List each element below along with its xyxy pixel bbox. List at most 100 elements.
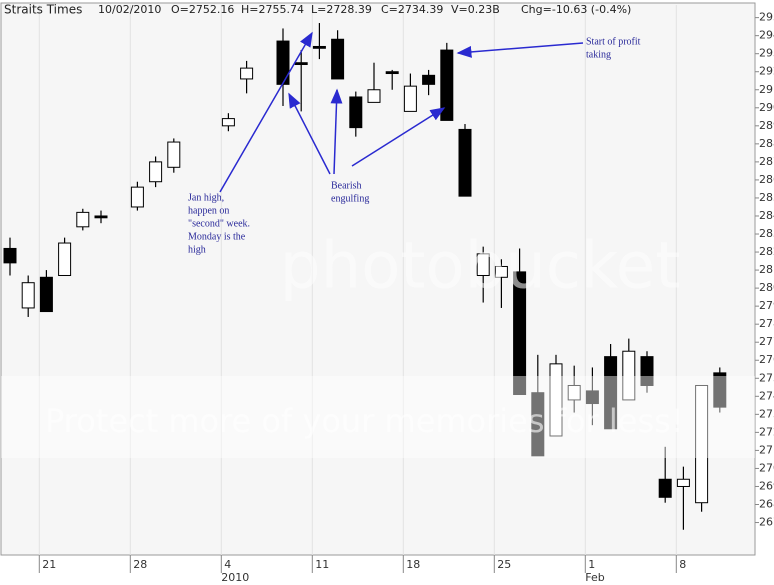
candle-body	[695, 384, 709, 504]
candle-body	[331, 38, 345, 80]
candle-body	[149, 161, 163, 183]
candle-body	[713, 372, 727, 408]
header-title: Straits Times	[4, 3, 82, 17]
y-tick-label: 2790	[759, 299, 774, 312]
y-tick-label: 2770	[759, 335, 774, 348]
header-volume: V=0.23B	[451, 3, 500, 16]
candle-body	[458, 128, 472, 197]
watermark: Protect more of your memories for less!	[45, 402, 684, 440]
y-tick-label: 2810	[759, 263, 774, 276]
y-tick-label: 2750	[759, 371, 774, 384]
header-high: H=2755.74	[241, 3, 304, 16]
arrows	[219, 31, 584, 193]
x-tick-label: 25	[497, 558, 511, 571]
x-tick-label: 21	[42, 558, 56, 571]
arrow	[351, 107, 446, 167]
annotation: happen on	[188, 205, 229, 216]
candle-body	[531, 392, 545, 457]
y-tick-label: 2890	[759, 119, 774, 132]
candle-body	[640, 356, 654, 386]
y-tick-label: 2850	[759, 191, 774, 204]
candle-body	[513, 271, 527, 396]
y-tick-label: 2670	[759, 516, 774, 529]
candle-body	[403, 85, 417, 112]
candle-body	[3, 247, 17, 264]
y-tick-label: 2720	[759, 425, 774, 438]
y-tick-label: 2950	[759, 11, 774, 24]
candle-body	[21, 282, 35, 309]
candle-body	[622, 350, 636, 401]
y-tick-label: 2730	[759, 407, 774, 420]
annotation: engulfing	[331, 193, 369, 204]
arrow	[330, 88, 343, 175]
watermark: photobucket	[280, 230, 680, 304]
candle-body	[94, 215, 108, 219]
x-tick-label: 8	[679, 558, 686, 571]
candles	[3, 23, 727, 530]
candle-body	[585, 390, 599, 405]
x-sublabel: Feb	[585, 571, 604, 584]
y-tick-label: 2760	[759, 353, 774, 366]
candle-body	[276, 40, 290, 85]
annotations: Start of profit taking Bearish engulfing Jan…	[188, 36, 641, 255]
y-tick-label: 2830	[759, 227, 774, 240]
x-tick-label: 1	[588, 558, 595, 571]
candle-body	[422, 74, 436, 85]
watermark-band	[1, 376, 755, 458]
annotation: Jan high,	[188, 192, 224, 203]
y-tick-label: 2900	[759, 101, 774, 114]
axes: 2670 2680 2690 2700 2710 2720 2730 2740 2750 2760…	[38, 5, 774, 584]
candle-body	[221, 118, 235, 127]
y-tick-label: 2880	[759, 137, 774, 150]
y-tick-label: 2920	[759, 65, 774, 78]
y-tick-label: 2840	[759, 209, 774, 222]
x-tick-label: 11	[315, 558, 329, 571]
header-date: 10/02/2010	[98, 3, 161, 16]
candle-body	[676, 478, 690, 487]
candle-body	[240, 67, 254, 80]
annotation: Monday is the	[188, 231, 246, 242]
arrow	[219, 31, 313, 193]
candle-body	[367, 89, 381, 103]
candle-body	[476, 253, 490, 276]
header-open: O=2752.16	[171, 3, 234, 16]
y-tick-label: 2800	[759, 281, 774, 294]
y-tick-label: 2780	[759, 317, 774, 330]
y-tick-label: 2860	[759, 173, 774, 186]
candle-body	[76, 211, 90, 228]
candle-body	[494, 265, 508, 278]
y-tick-label: 2710	[759, 443, 774, 456]
candle-body	[58, 242, 72, 276]
candle-body	[658, 478, 672, 498]
annotation: Bearish	[331, 180, 362, 191]
candle-body	[349, 96, 363, 129]
candle-body	[385, 71, 399, 75]
header-low: L=2728.39	[311, 3, 372, 16]
y-tick-label: 2680	[759, 498, 774, 511]
candle-body	[294, 62, 308, 66]
y-tick-label: 2820	[759, 245, 774, 258]
arrow	[456, 42, 584, 58]
candle-body	[567, 384, 581, 401]
arrow	[288, 92, 331, 175]
x-tick-label: 4	[224, 558, 231, 571]
y-tick-label: 2740	[759, 389, 774, 402]
candle-body	[312, 45, 326, 49]
header-change: Chg=-10.63 (-0.4%)	[521, 3, 631, 16]
candle-body	[604, 356, 618, 430]
header: Straits Times 10/02/2010 O=2752.16 H=275…	[4, 3, 631, 17]
x-tick-label: 28	[133, 558, 147, 571]
candle-body	[440, 49, 454, 121]
annotation: taking	[586, 49, 611, 60]
candle-body	[549, 363, 563, 437]
candle-body	[167, 141, 181, 168]
y-tick-label: 2870	[759, 155, 774, 168]
annotation: "second" week.	[188, 218, 250, 229]
header-close: C=2734.39	[381, 3, 443, 16]
candle-body	[39, 276, 53, 313]
annotation: Start of profit	[586, 36, 641, 47]
x-tick-label: 18	[406, 558, 420, 571]
y-tick-label: 2910	[759, 83, 774, 96]
y-tick-label: 2700	[759, 461, 774, 474]
